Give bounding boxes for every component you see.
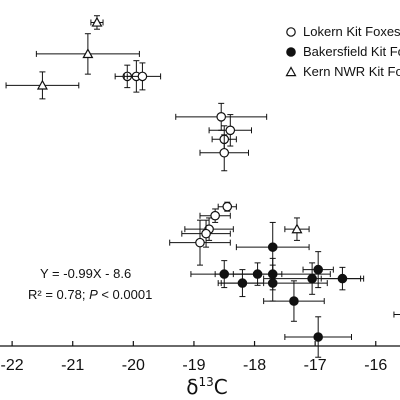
data-point <box>190 260 259 289</box>
data-point-marker <box>219 269 230 279</box>
legend-label-lokern: Lokern Kit Foxes <box>303 24 400 39</box>
x-tick-label: -21 <box>61 357 84 374</box>
x-axis-title-delta: δ <box>186 375 198 399</box>
data-point-marker <box>267 242 278 252</box>
data-point-marker <box>222 201 233 212</box>
regression-equation: Y = -0.99X - 8.6 <box>40 266 131 281</box>
x-tick-label: -20 <box>122 357 145 374</box>
data-point-marker <box>210 210 220 221</box>
legend: Lokern Kit Foxes Bakersfield Kit Foxes K… <box>285 24 400 79</box>
legend-marker-lokern <box>286 27 296 37</box>
data-point <box>181 219 231 248</box>
data-point <box>199 134 249 172</box>
legend-marker-kern <box>285 66 297 77</box>
data-points <box>5 15 400 358</box>
data-point <box>302 251 334 289</box>
data-point-marker <box>289 296 299 306</box>
x-axis: -22 -21 -20 -19 -18 -17 -16 <box>0 341 400 374</box>
data-point <box>199 208 231 223</box>
data-point-marker <box>82 48 94 59</box>
data-point <box>175 102 268 131</box>
data-point-marker <box>201 228 211 239</box>
data-point-marker <box>225 125 236 136</box>
x-tick-label: -16 <box>364 357 387 374</box>
data-point-marker <box>291 223 303 234</box>
data-point <box>123 62 162 91</box>
data-point-marker <box>219 147 230 158</box>
legend-marker-bakersfield <box>286 47 296 57</box>
data-point <box>284 316 353 358</box>
data-point-marker <box>307 273 317 284</box>
data-point <box>169 219 231 266</box>
data-point <box>217 201 237 212</box>
data-point-marker <box>91 16 103 27</box>
regression-stats: R² = 0.78; P < 0.0001 <box>28 287 152 302</box>
data-point-marker <box>216 112 227 122</box>
data-point <box>220 269 265 298</box>
x-tick-label: -18 <box>243 357 266 374</box>
legend-label-bakersfield: Bakersfield Kit Foxes <box>303 44 400 59</box>
data-point-marker <box>337 273 348 284</box>
data-point-marker <box>36 79 48 90</box>
x-axis-title-mass: 13 <box>199 375 214 389</box>
data-point <box>5 71 80 100</box>
regression-p-symbol: P <box>89 287 98 302</box>
x-axis-title: δ13C <box>186 375 228 399</box>
data-point-marker <box>237 278 248 288</box>
regression-p-value: < 0.0001 <box>98 287 153 302</box>
data-point <box>208 114 253 147</box>
data-point-marker <box>137 71 148 82</box>
data-point <box>263 280 325 322</box>
data-point-marker <box>313 332 323 342</box>
data-point-marker <box>313 264 323 275</box>
x-tick-label: -22 <box>1 357 24 374</box>
data-point <box>284 217 310 241</box>
regression-r2: R² = 0.78; <box>28 287 89 302</box>
x-tick-label: -17 <box>304 357 327 374</box>
data-point <box>393 311 400 318</box>
data-point <box>320 266 365 291</box>
x-axis-title-element: C <box>214 375 228 399</box>
legend-label-kern: Kern NWR Kit Foxes <box>303 64 400 79</box>
data-point <box>90 15 104 30</box>
data-point-marker <box>195 237 205 248</box>
data-point-marker <box>267 278 278 288</box>
x-tick-label: -19 <box>182 357 205 374</box>
annotation: Y = -0.99X - 8.6 R² = 0.78; P < 0.0001 <box>28 266 152 302</box>
data-point <box>35 33 140 75</box>
